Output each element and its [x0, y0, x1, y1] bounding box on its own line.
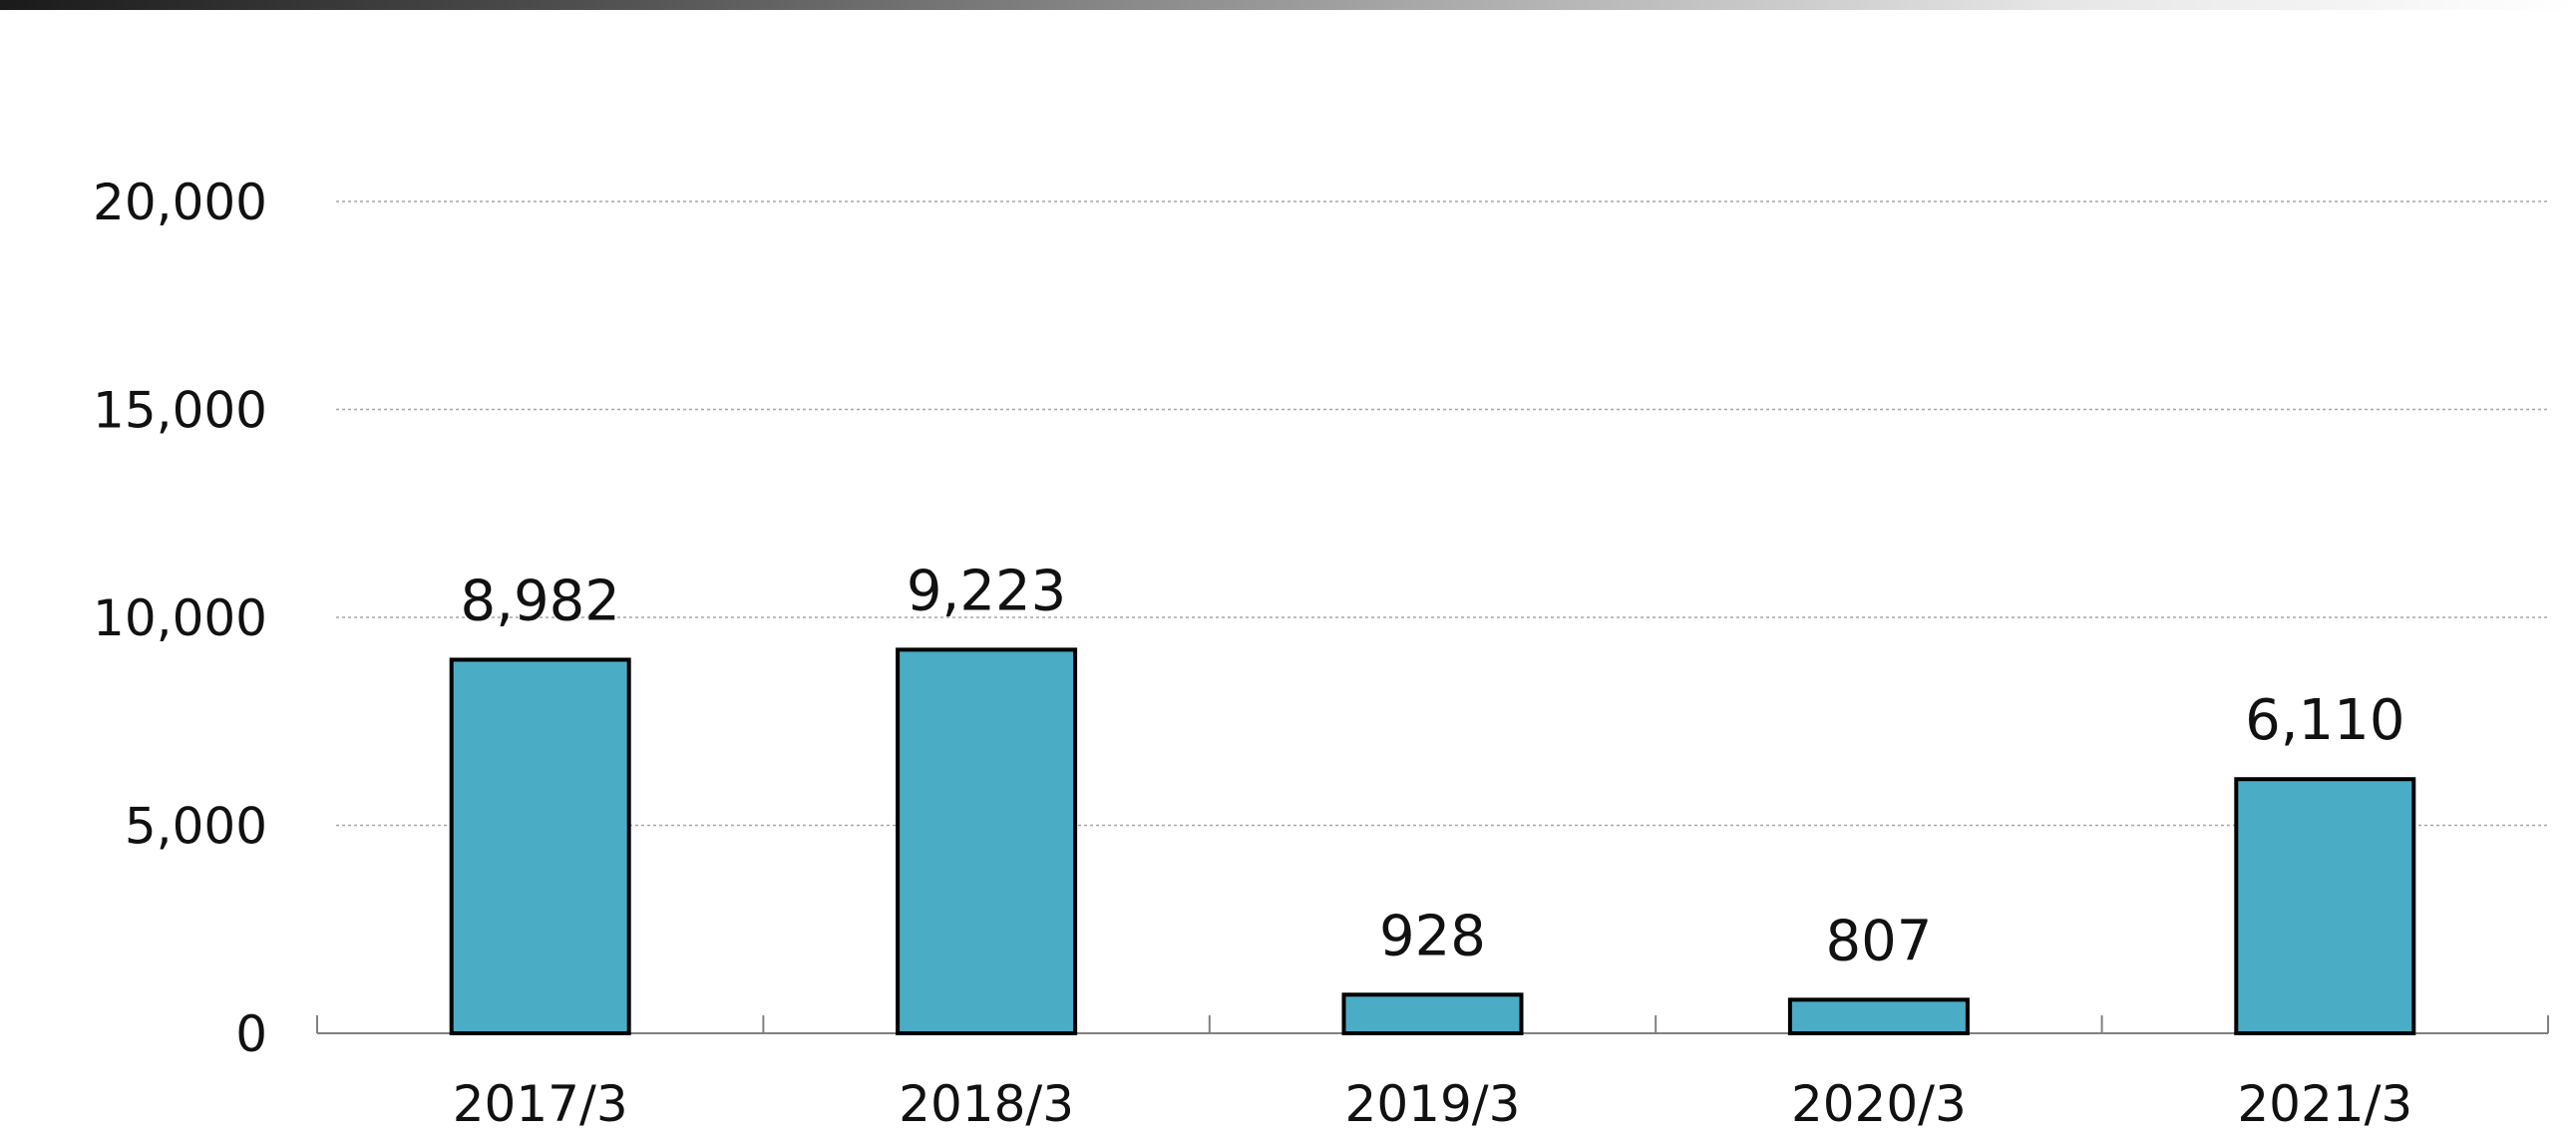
bar-2018-3	[896, 647, 1078, 1035]
bar-2019-3	[1341, 992, 1524, 1036]
bars	[449, 647, 2416, 1036]
y-tick-label-2: 10,000	[93, 589, 267, 647]
x-tick-label-3: 2020/3	[1791, 1075, 1967, 1133]
bar-2021-3	[2234, 777, 2416, 1036]
data-label-3: 807	[1825, 909, 1932, 973]
header-gradient-rule	[0, 0, 2576, 10]
x-tick-label-4: 2021/3	[2237, 1075, 2412, 1133]
x-tick-label-2: 2019/3	[1345, 1075, 1521, 1133]
y-tick-label-1: 5,000	[125, 798, 267, 856]
bar-2017-3	[449, 657, 631, 1036]
y-tick-label-4: 20,000	[93, 174, 267, 231]
y-tick-label-3: 15,000	[93, 382, 267, 440]
data-label-2: 928	[1379, 904, 1486, 968]
data-label-1: 9,223	[907, 559, 1066, 623]
data-label-0: 8,982	[461, 569, 620, 633]
bar-2020-3	[1787, 997, 1970, 1035]
x-axis-tick-labels: 2017/3 2018/3 2019/3 2020/3 2021/3	[453, 1075, 2413, 1133]
y-gridlines	[336, 200, 2548, 827]
y-axis-tick-labels: 0 5,000 10,000 15,000 20,000	[93, 174, 267, 1063]
x-tick-label-1: 2018/3	[899, 1075, 1074, 1133]
data-labels: 8,982 9,223 928 807 6,110	[461, 559, 2405, 973]
data-label-4: 6,110	[2245, 688, 2404, 753]
y-tick-label-0: 0	[235, 1005, 267, 1063]
x-tick-label-0: 2017/3	[453, 1075, 628, 1133]
